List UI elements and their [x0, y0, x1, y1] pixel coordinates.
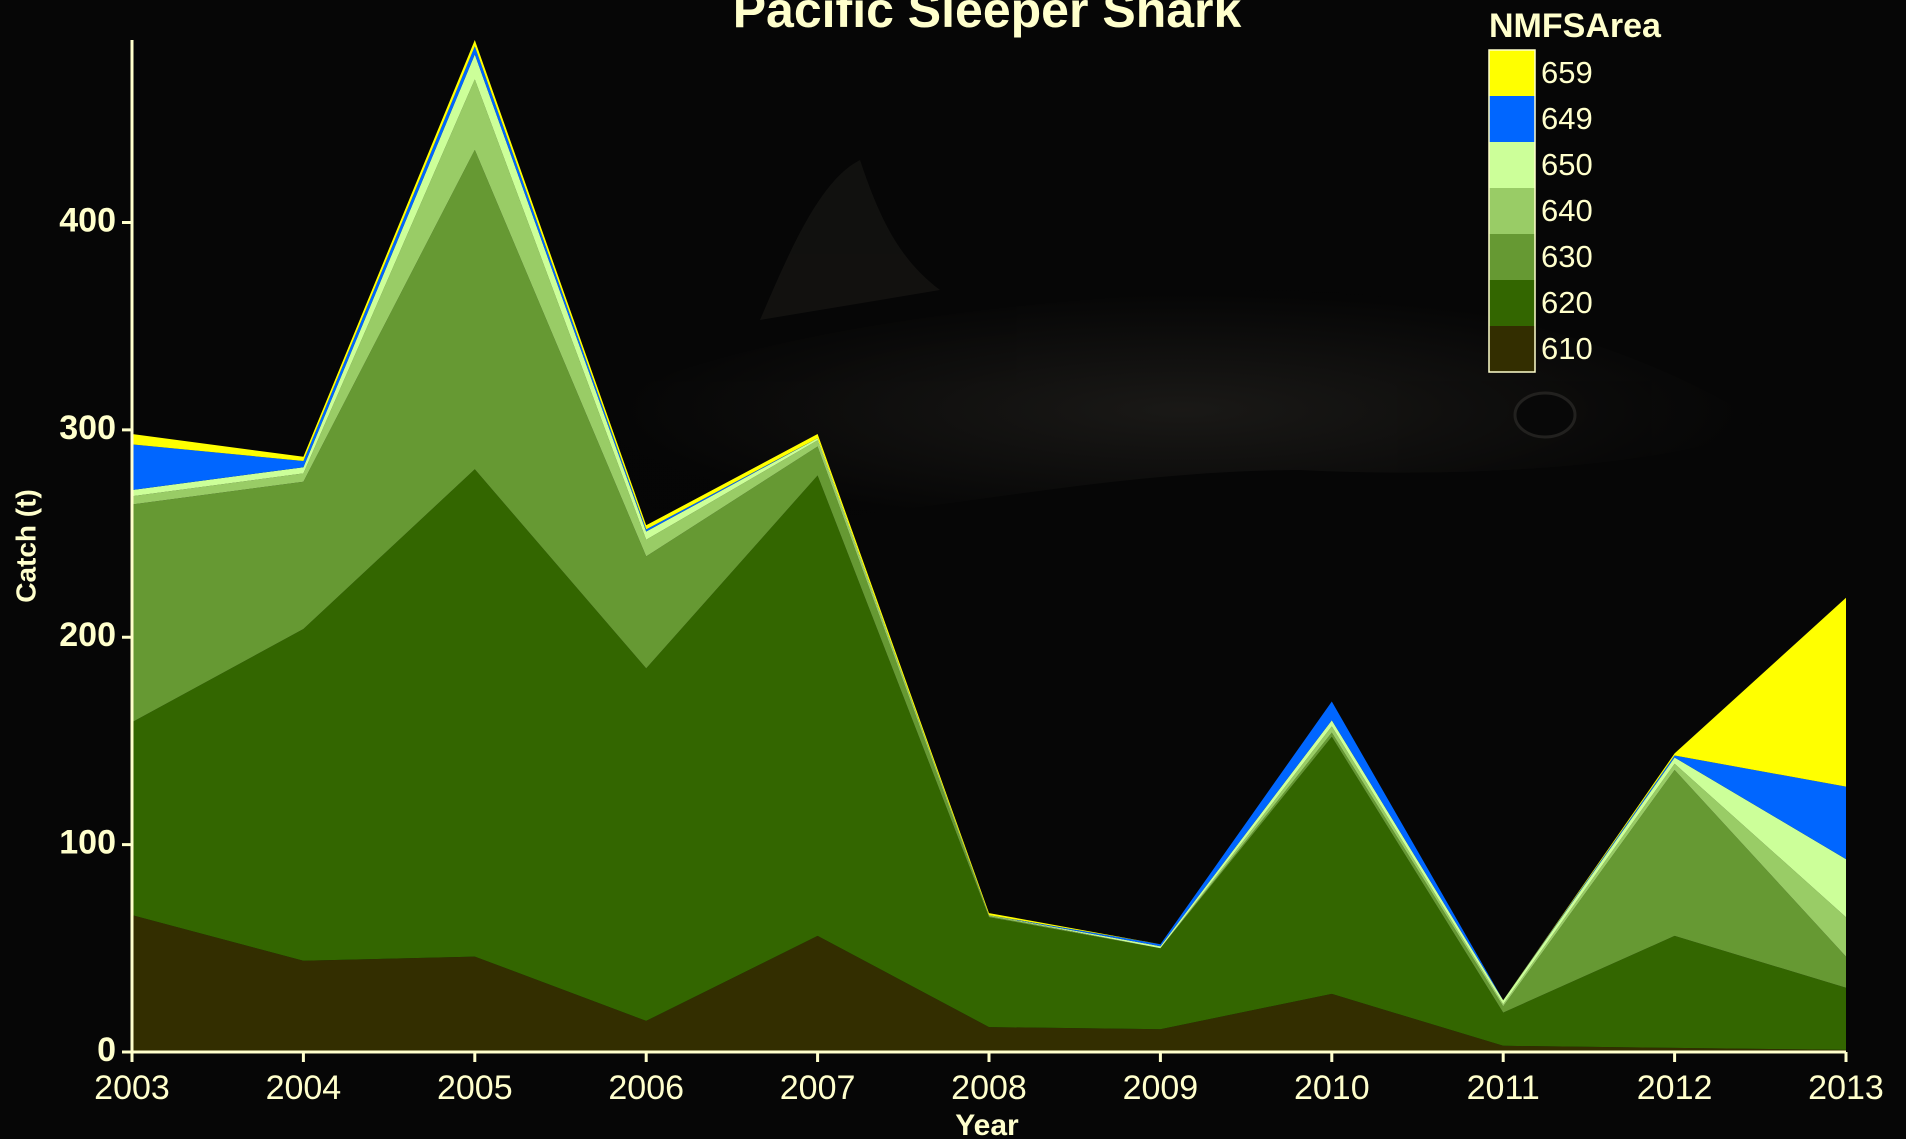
x-tick-label: 2010	[1294, 1069, 1370, 1107]
x-tick-label: 2005	[437, 1069, 513, 1107]
x-tick-label: 2009	[1123, 1069, 1199, 1107]
area-series	[132, 149, 1846, 1013]
legend-swatch	[1489, 50, 1535, 96]
x-tick-label: 2008	[951, 1069, 1027, 1107]
x-tick-label: 2004	[266, 1069, 342, 1107]
y-tick-label: 100	[59, 824, 116, 862]
legend-swatch	[1489, 326, 1535, 372]
chart-title: Pacific Sleeper Shark	[733, 0, 1242, 38]
legend-swatch	[1489, 280, 1535, 326]
x-tick-label: 2012	[1637, 1069, 1713, 1107]
legend-title: NMFSArea	[1489, 7, 1662, 45]
legend-label: 640	[1541, 193, 1593, 228]
legend-border	[1488, 49, 1536, 373]
legend-swatch	[1489, 142, 1535, 188]
area-series	[132, 79, 1846, 1007]
area-series	[132, 469, 1846, 1050]
legend-swatch	[1489, 96, 1535, 142]
legend-swatch	[1489, 234, 1535, 280]
x-tick-label: 2011	[1467, 1069, 1540, 1107]
legend-label: 650	[1541, 147, 1593, 182]
shark-image	[600, 160, 1765, 530]
y-tick-label: 400	[59, 201, 116, 239]
legend-label: 610	[1541, 331, 1593, 366]
y-tick-label: 200	[59, 616, 116, 654]
y-axis-label: Catch (t)	[10, 489, 41, 603]
x-tick-label: 2013	[1808, 1069, 1884, 1107]
y-tick-label: 0	[97, 1031, 116, 1069]
legend-label: 659	[1541, 55, 1593, 90]
legend-swatch	[1489, 188, 1535, 234]
x-tick-label: 2006	[608, 1069, 684, 1107]
x-axis-label: Year	[955, 1109, 1019, 1139]
y-tick-label: 300	[59, 409, 116, 447]
area-series	[132, 915, 1846, 1052]
legend-label: 649	[1541, 101, 1593, 136]
legend-label: 630	[1541, 239, 1593, 274]
legend-label: 620	[1541, 285, 1593, 320]
x-tick-label: 2007	[780, 1069, 856, 1107]
x-tick-label: 2003	[94, 1069, 170, 1107]
